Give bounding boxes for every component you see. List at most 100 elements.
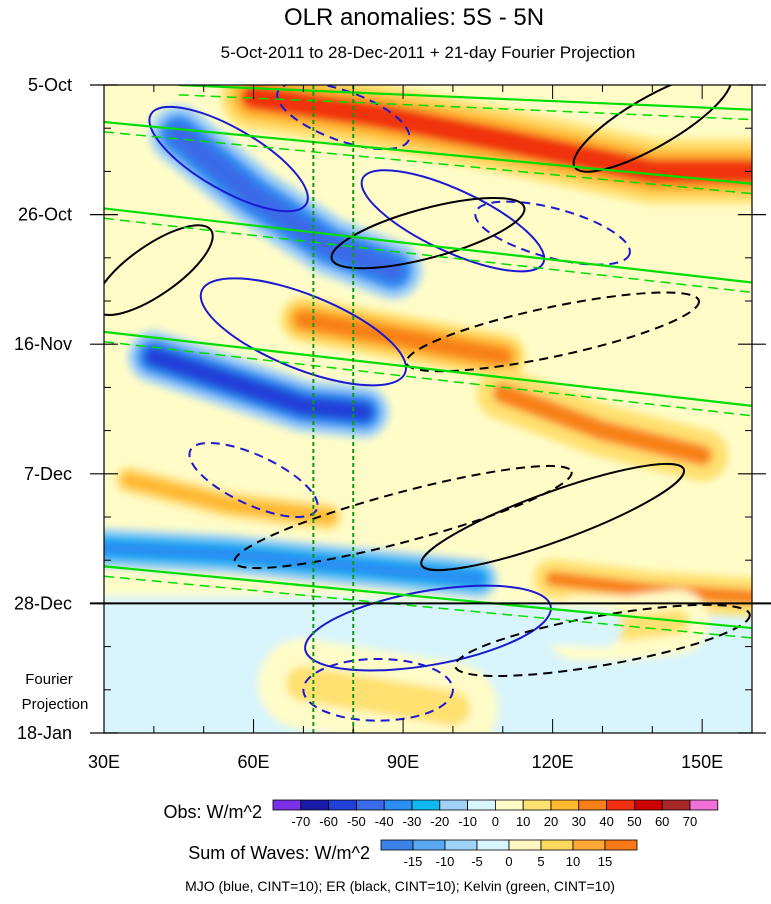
obs-colorbar-label-10: 30 bbox=[572, 814, 586, 829]
obs-colorbar-swatch-4 bbox=[383, 799, 413, 811]
reference-longitudes bbox=[312, 85, 355, 733]
obs-colorbar-swatch-15 bbox=[689, 799, 719, 811]
anomaly-negative-band-3-layer-2 bbox=[104, 540, 486, 587]
projection-label-line1: Fourier bbox=[25, 671, 73, 688]
mjo-contour-6 bbox=[188, 441, 319, 518]
obs-colorbar-swatch-3 bbox=[355, 799, 385, 811]
plot-frame bbox=[103, 84, 753, 734]
mjo-contour-1 bbox=[199, 277, 408, 387]
anomaly-positive-band-1-layer-2 bbox=[241, 85, 752, 184]
waves-colorbar-label-3: 0 bbox=[505, 854, 512, 869]
kelvin-line-4 bbox=[178, 85, 752, 111]
y-tick-label-2: 16-Nov bbox=[14, 334, 72, 354]
x-tick-label-0: 30E bbox=[88, 752, 120, 772]
anomaly-negative-mjo-band-layer-2 bbox=[167, 123, 405, 282]
obs-colorbar-swatch-10 bbox=[550, 799, 580, 811]
chart-title: OLR anomalies: 5S - 5N bbox=[284, 4, 544, 31]
waves-colorbar-label-2: -5 bbox=[471, 854, 483, 869]
obs-colorbar-swatch-5 bbox=[411, 799, 441, 811]
kelvin-line-3 bbox=[104, 565, 752, 630]
waves-colorbar-swatch-0 bbox=[380, 839, 414, 851]
anomaly-positive-band-5-layer-2 bbox=[545, 571, 752, 605]
mjo-contour-2 bbox=[360, 169, 546, 273]
obs-colorbar-swatch-13 bbox=[634, 799, 663, 811]
x-tick-label-2: 90E bbox=[387, 752, 419, 772]
er-contour-4 bbox=[405, 291, 700, 373]
y-tick-label-5: 18-Jan bbox=[17, 723, 72, 743]
obs-colorbar-swatch-1 bbox=[300, 799, 329, 811]
obs-colorbar-swatch-6 bbox=[439, 799, 468, 811]
obs-colorbar-label-7: 0 bbox=[492, 814, 499, 829]
waves-colorbar-swatch-2 bbox=[444, 839, 478, 851]
waves-colorbar-label-6: 15 bbox=[598, 854, 612, 869]
obs-colorbar: -70 -60 -50 -40 -30 -20 -10 0 10 20 30 40 50 60 70 bbox=[272, 799, 719, 829]
waves-colorbar-swatch-1 bbox=[412, 839, 446, 851]
obs-colorbar-swatch-7 bbox=[467, 799, 496, 811]
kelvin-line-1 bbox=[104, 207, 752, 284]
anomaly-positive-band-3-layer-2 bbox=[492, 383, 713, 466]
anomaly-negative-band-2-layer-2 bbox=[143, 346, 374, 423]
waves-colorbar-label-1: -10 bbox=[436, 854, 455, 869]
axes: 30E 60E 90E 120E 150E 5-Oct 26-Oct 16-Nov 7-Dec 2… bbox=[14, 75, 766, 772]
anomaly-projection-negative-1-layer-2 bbox=[104, 608, 610, 636]
obs-colorbar-label-2: -50 bbox=[347, 814, 366, 829]
kelvin-line-neg-2 bbox=[104, 340, 752, 417]
waves-colorbar-title: Sum of Waves: W/m^2 bbox=[188, 843, 370, 863]
obs-colorbar-swatch-8 bbox=[494, 799, 524, 811]
y-tick-label-0: 5-Oct bbox=[28, 75, 72, 95]
er-contour-6 bbox=[454, 603, 751, 677]
obs-colorbar-title: Obs: W/m^2 bbox=[164, 802, 262, 822]
obs-colorbar-swatch-14 bbox=[661, 799, 691, 811]
legend-note: MJO (blue, CINT=10); ER (black, CINT=10)… bbox=[185, 878, 615, 894]
obs-colorbar-swatch-2 bbox=[328, 799, 357, 811]
waves-colorbar-swatch-7 bbox=[604, 839, 638, 851]
obs-colorbar-label-5: -20 bbox=[430, 814, 449, 829]
obs-colorbar-label-0: -70 bbox=[291, 814, 310, 829]
kelvin-line-neg-3 bbox=[104, 575, 752, 639]
obs-colorbar-label-6: -10 bbox=[458, 814, 477, 829]
er-contour-3 bbox=[104, 224, 214, 316]
kelvin-line-0 bbox=[104, 120, 752, 185]
mjo-contour-5 bbox=[474, 200, 631, 266]
x-tick-label-4: 150E bbox=[681, 752, 723, 772]
y-tick-label-3: 7-Dec bbox=[24, 464, 72, 484]
anomaly-blur-group bbox=[104, 85, 752, 733]
anomaly-positive-band-2-layer-2 bbox=[294, 310, 512, 366]
obs-colorbar-swatch-12 bbox=[606, 799, 635, 811]
waves-colorbar-swatch-3 bbox=[476, 839, 510, 851]
waves-colorbar-label-0: -15 bbox=[404, 854, 423, 869]
y-tick-label-4: 28-Dec bbox=[14, 593, 72, 613]
waves-colorbar-label-5: 10 bbox=[566, 854, 580, 869]
mjo-contour-3 bbox=[304, 584, 552, 672]
kelvin-contours bbox=[104, 85, 752, 639]
obs-colorbar-swatch-9 bbox=[522, 799, 552, 811]
obs-colorbar-swatch-11 bbox=[578, 799, 607, 811]
anomaly-projection-positive-1-layer-2 bbox=[285, 666, 471, 726]
chart-subtitle: 5-Oct-2011 to 28-Dec-2011 + 21-day Fouri… bbox=[221, 43, 636, 62]
waves-colorbar-swatch-5 bbox=[540, 839, 574, 851]
waves-colorbar-label-4: 5 bbox=[537, 854, 544, 869]
obs-colorbar-label-8: 10 bbox=[516, 814, 530, 829]
obs-colorbar-label-3: -40 bbox=[375, 814, 394, 829]
wave-contours bbox=[104, 85, 751, 722]
waves-colorbar-swatch-4 bbox=[508, 839, 542, 851]
obs-colorbar-label-13: 60 bbox=[655, 814, 669, 829]
waves-colorbar: -15 -10 -5 0 5 10 15 bbox=[380, 839, 638, 869]
er-contour-5 bbox=[233, 464, 573, 570]
x-tick-label-3: 120E bbox=[532, 752, 574, 772]
waves-colorbar-swatch-6 bbox=[572, 839, 606, 851]
anomaly-positive-band-4-layer-2 bbox=[121, 472, 336, 525]
x-tick-label-1: 60E bbox=[238, 752, 270, 772]
obs-colorbar-label-12: 50 bbox=[627, 814, 641, 829]
mjo-contour-0 bbox=[148, 105, 309, 213]
obs-colorbar-swatch-0 bbox=[272, 799, 302, 811]
projection-label-line2: Projection bbox=[22, 696, 89, 713]
mjo-contour-4 bbox=[276, 85, 411, 151]
kelvin-line-neg-1 bbox=[104, 217, 752, 294]
obs-colorbar-label-11: 40 bbox=[599, 814, 613, 829]
y-tick-label-1: 26-Oct bbox=[18, 205, 72, 225]
mjo-contour-7 bbox=[302, 657, 454, 722]
obs-colorbar-label-1: -60 bbox=[319, 814, 338, 829]
obs-colorbar-label-14: 70 bbox=[683, 814, 697, 829]
